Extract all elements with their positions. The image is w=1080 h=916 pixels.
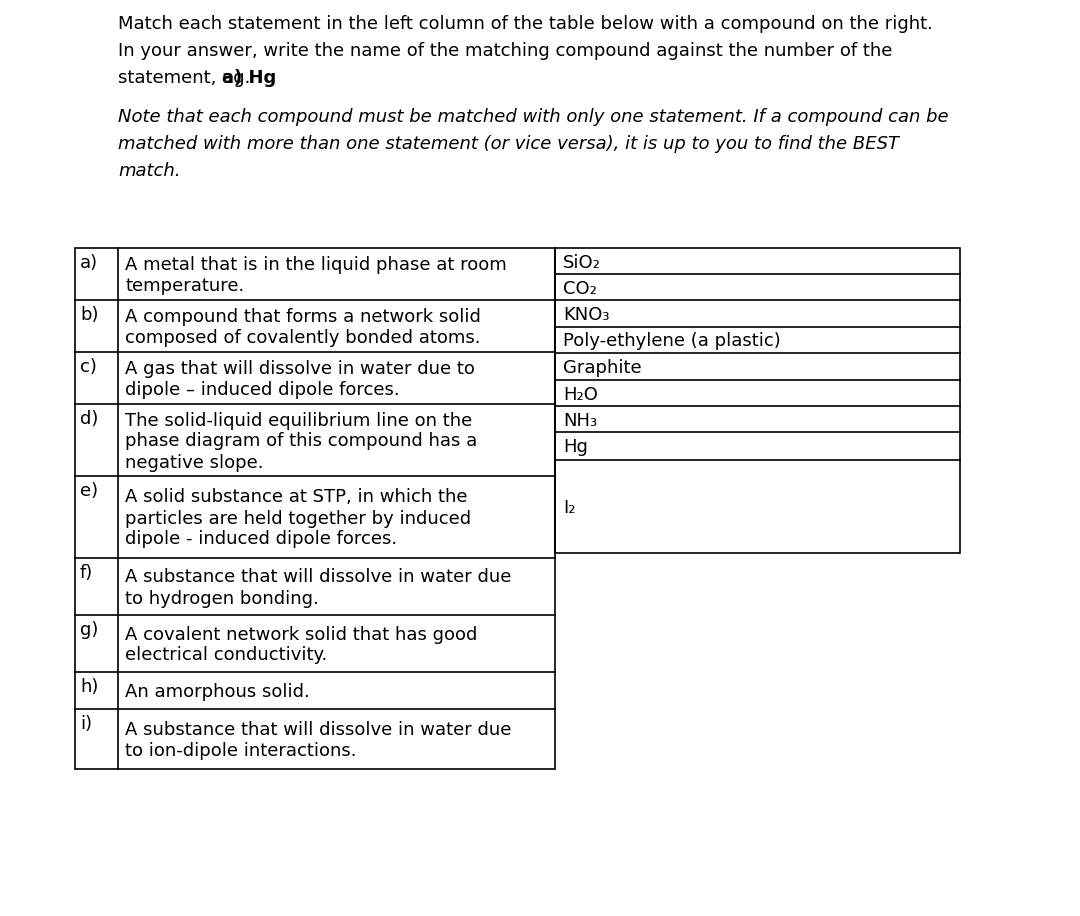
Text: Note that each compound must be matched with only one statement. If a compound c: Note that each compound must be matched …	[118, 108, 948, 126]
Text: electrical conductivity.: electrical conductivity.	[125, 647, 327, 664]
Text: c): c)	[80, 358, 97, 376]
Text: b): b)	[80, 306, 98, 324]
Text: h): h)	[80, 678, 98, 696]
Text: a) Hg: a) Hg	[222, 69, 276, 87]
Text: temperature.: temperature.	[125, 277, 244, 295]
Text: An amorphous solid.: An amorphous solid.	[125, 683, 310, 701]
Text: I₂: I₂	[563, 499, 576, 517]
Text: a): a)	[80, 254, 98, 272]
Text: The solid-liquid equilibrium line on the: The solid-liquid equilibrium line on the	[125, 411, 472, 430]
Text: particles are held together by induced: particles are held together by induced	[125, 509, 471, 528]
Text: Graphite: Graphite	[563, 359, 642, 377]
Text: Match each statement in the left column of the table below with a compound on th: Match each statement in the left column …	[118, 15, 933, 33]
Text: A substance that will dissolve in water due: A substance that will dissolve in water …	[125, 721, 511, 739]
Text: to hydrogen bonding.: to hydrogen bonding.	[125, 590, 319, 607]
Text: A metal that is in the liquid phase at room: A metal that is in the liquid phase at r…	[125, 256, 507, 274]
Text: g): g)	[80, 621, 98, 639]
Text: CO₂: CO₂	[563, 279, 597, 298]
Text: f): f)	[80, 564, 93, 582]
Text: e): e)	[80, 482, 98, 500]
Text: A compound that forms a network solid: A compound that forms a network solid	[125, 308, 481, 326]
Text: to ion-dipole interactions.: to ion-dipole interactions.	[125, 742, 356, 760]
Text: In your answer, write the name of the matching compound against the number of th: In your answer, write the name of the ma…	[118, 42, 892, 60]
Text: H₂O: H₂O	[563, 386, 598, 404]
Text: composed of covalently bonded atoms.: composed of covalently bonded atoms.	[125, 329, 481, 347]
Text: A covalent network solid that has good: A covalent network solid that has good	[125, 626, 477, 644]
Text: Hg: Hg	[563, 439, 588, 456]
Text: dipole - induced dipole forces.: dipole - induced dipole forces.	[125, 530, 397, 549]
Bar	[75, 248, 555, 769]
Text: d): d)	[80, 410, 98, 428]
Text: matched with more than one statement (or vice versa), it is up to you to find th: matched with more than one statement (or…	[118, 135, 899, 153]
Text: phase diagram of this compound has a: phase diagram of this compound has a	[125, 432, 477, 451]
Text: A gas that will dissolve in water due to: A gas that will dissolve in water due to	[125, 360, 475, 378]
Text: dipole – induced dipole forces.: dipole – induced dipole forces.	[125, 381, 400, 399]
Text: Poly-ethylene (a plastic): Poly-ethylene (a plastic)	[563, 333, 781, 351]
Text: statement, eg.: statement, eg.	[118, 69, 256, 87]
Text: NH₃: NH₃	[563, 411, 597, 430]
Text: match.: match.	[118, 162, 180, 180]
Text: A substance that will dissolve in water due: A substance that will dissolve in water …	[125, 569, 511, 586]
Text: A solid substance at STP, in which the: A solid substance at STP, in which the	[125, 488, 468, 507]
Text: SiO₂: SiO₂	[563, 254, 600, 271]
Text: KNO₃: KNO₃	[563, 306, 609, 324]
Text: i): i)	[80, 715, 92, 733]
Text: negative slope.: negative slope.	[125, 453, 264, 472]
Bar	[555, 248, 960, 553]
